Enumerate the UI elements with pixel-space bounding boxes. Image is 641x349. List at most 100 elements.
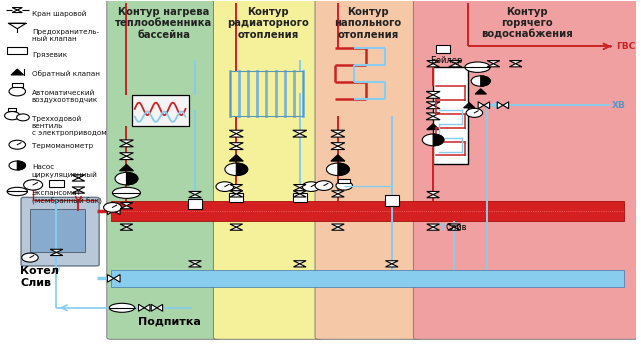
Polygon shape bbox=[119, 164, 133, 171]
Polygon shape bbox=[484, 102, 490, 109]
Polygon shape bbox=[113, 275, 120, 282]
Polygon shape bbox=[120, 202, 133, 206]
Circle shape bbox=[225, 163, 247, 176]
Polygon shape bbox=[510, 64, 522, 67]
Wedge shape bbox=[17, 161, 26, 170]
Polygon shape bbox=[144, 304, 150, 311]
Circle shape bbox=[9, 87, 26, 96]
Polygon shape bbox=[427, 195, 440, 198]
Text: Бойлер: Бойлер bbox=[430, 57, 462, 66]
Polygon shape bbox=[427, 227, 440, 230]
Polygon shape bbox=[331, 191, 344, 194]
Wedge shape bbox=[237, 163, 247, 176]
Polygon shape bbox=[426, 102, 440, 105]
FancyBboxPatch shape bbox=[213, 0, 322, 339]
Polygon shape bbox=[188, 261, 201, 264]
Polygon shape bbox=[294, 261, 306, 264]
Bar bbox=[111, 201, 624, 221]
Polygon shape bbox=[331, 130, 345, 134]
Bar bbox=[131, 95, 188, 126]
Polygon shape bbox=[447, 227, 460, 230]
Bar bbox=[49, 180, 64, 187]
Polygon shape bbox=[72, 190, 85, 193]
Polygon shape bbox=[294, 264, 306, 267]
Polygon shape bbox=[426, 113, 440, 116]
FancyBboxPatch shape bbox=[413, 0, 640, 339]
Bar bbox=[7, 47, 28, 54]
Circle shape bbox=[216, 182, 234, 192]
Polygon shape bbox=[119, 156, 133, 159]
Polygon shape bbox=[503, 102, 509, 109]
Text: Контур
напольного
отопления: Контур напольного отопления bbox=[335, 7, 402, 40]
Polygon shape bbox=[50, 252, 63, 255]
Polygon shape bbox=[120, 224, 133, 227]
Polygon shape bbox=[447, 224, 460, 227]
Circle shape bbox=[22, 253, 38, 262]
Text: Котел: Котел bbox=[21, 266, 60, 276]
Polygon shape bbox=[188, 264, 201, 267]
Polygon shape bbox=[426, 91, 440, 95]
Polygon shape bbox=[385, 261, 398, 264]
Polygon shape bbox=[120, 206, 133, 209]
Bar bbox=[229, 193, 244, 201]
FancyBboxPatch shape bbox=[315, 0, 421, 339]
Polygon shape bbox=[12, 8, 22, 10]
Polygon shape bbox=[331, 227, 344, 230]
Polygon shape bbox=[294, 188, 306, 191]
Text: Насос
циркуляционный: Насос циркуляционный bbox=[32, 164, 97, 178]
Polygon shape bbox=[293, 134, 307, 137]
Polygon shape bbox=[230, 188, 243, 191]
Ellipse shape bbox=[112, 187, 140, 198]
Polygon shape bbox=[229, 155, 244, 161]
Bar bbox=[385, 195, 399, 206]
Polygon shape bbox=[294, 191, 306, 194]
Circle shape bbox=[315, 181, 333, 191]
Polygon shape bbox=[331, 194, 344, 197]
Polygon shape bbox=[50, 249, 63, 252]
Text: Подпитка: Подпитка bbox=[138, 317, 201, 326]
Text: Предохранитель-
ный клапан: Предохранитель- ный клапан bbox=[32, 29, 99, 42]
Bar bbox=[437, 45, 450, 53]
Polygon shape bbox=[427, 224, 440, 227]
Text: Контур
горячего
водоснабжения: Контур горячего водоснабжения bbox=[481, 7, 572, 40]
Polygon shape bbox=[120, 227, 133, 230]
Circle shape bbox=[24, 180, 43, 190]
Bar bbox=[188, 199, 202, 209]
FancyBboxPatch shape bbox=[21, 197, 99, 266]
Polygon shape bbox=[230, 194, 243, 197]
Polygon shape bbox=[426, 95, 440, 98]
Circle shape bbox=[336, 181, 353, 190]
Circle shape bbox=[466, 109, 483, 117]
Polygon shape bbox=[72, 178, 85, 181]
Polygon shape bbox=[188, 195, 201, 198]
Circle shape bbox=[4, 111, 20, 120]
Polygon shape bbox=[478, 102, 484, 109]
Text: Слив: Слив bbox=[445, 223, 467, 232]
Polygon shape bbox=[119, 153, 133, 156]
Polygon shape bbox=[487, 64, 500, 67]
Polygon shape bbox=[449, 64, 462, 67]
Polygon shape bbox=[331, 224, 344, 227]
Polygon shape bbox=[463, 103, 475, 108]
Bar bbox=[338, 179, 350, 183]
Circle shape bbox=[471, 76, 490, 86]
Circle shape bbox=[115, 172, 138, 185]
Polygon shape bbox=[230, 185, 243, 188]
Text: Слив: Слив bbox=[21, 279, 51, 288]
FancyBboxPatch shape bbox=[107, 0, 221, 339]
Polygon shape bbox=[427, 124, 440, 130]
Polygon shape bbox=[487, 61, 500, 64]
Polygon shape bbox=[229, 143, 244, 146]
Polygon shape bbox=[331, 143, 345, 146]
Polygon shape bbox=[229, 134, 244, 137]
Polygon shape bbox=[229, 146, 244, 149]
Bar bbox=[433, 67, 468, 164]
Polygon shape bbox=[293, 130, 307, 134]
Polygon shape bbox=[427, 61, 440, 64]
Wedge shape bbox=[126, 172, 138, 185]
Polygon shape bbox=[331, 134, 345, 137]
Text: Экспансомат
(мембранный бак): Экспансомат (мембранный бак) bbox=[32, 190, 102, 205]
Polygon shape bbox=[230, 227, 243, 230]
Ellipse shape bbox=[465, 62, 490, 72]
Circle shape bbox=[9, 161, 26, 170]
